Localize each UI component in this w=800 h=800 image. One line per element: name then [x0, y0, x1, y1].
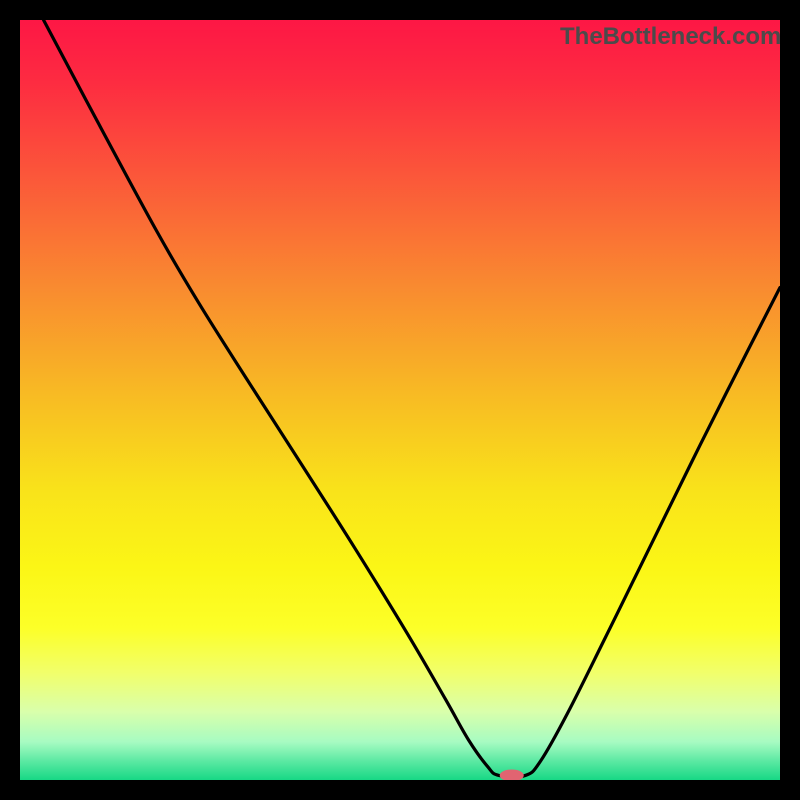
- bottleneck-chart: [20, 20, 780, 780]
- watermark-text: TheBottleneck.com: [560, 23, 781, 51]
- plot-area: [20, 20, 780, 780]
- gradient-background: [20, 20, 780, 780]
